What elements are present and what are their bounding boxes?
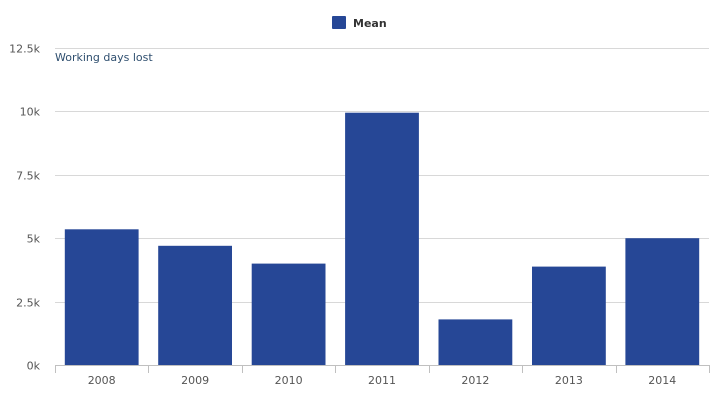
x-tick-label: 2008: [88, 374, 116, 387]
bars: [64, 112, 700, 365]
y-tick-label: 12.5k: [9, 43, 40, 56]
y-axis-tick-labels: 0k 2.5k 5k 7.5k 10k 12.5k: [9, 43, 40, 373]
x-tick-label: 2010: [275, 374, 303, 387]
y-tick-label: 10k: [20, 106, 41, 119]
bar-2010[interactable]: [251, 263, 326, 365]
bar-2014[interactable]: [625, 238, 700, 365]
x-tick-label: 2012: [461, 374, 489, 387]
bar-2008[interactable]: [64, 229, 139, 365]
x-tick-label: 2014: [648, 374, 676, 387]
legend[interactable]: Mean: [332, 16, 387, 30]
bar-2011[interactable]: [345, 112, 419, 365]
x-axis: [55, 365, 710, 373]
x-tick-label: 2009: [181, 374, 209, 387]
x-tick-label: 2013: [555, 374, 583, 387]
y-tick-label: 0k: [27, 360, 41, 373]
legend-label-mean[interactable]: Mean: [353, 17, 387, 30]
y-axis-label: Working days lost: [55, 51, 153, 64]
bar-2009[interactable]: [158, 245, 232, 365]
bar-2012[interactable]: [438, 319, 513, 365]
legend-swatch-mean[interactable]: [332, 16, 346, 29]
y-tick-label: 7.5k: [16, 170, 40, 183]
x-axis-tick-labels: 2008 2009 2010 2011 2012 2013 2014: [88, 374, 677, 387]
y-tick-label: 5k: [27, 233, 41, 246]
x-tick-label: 2011: [368, 374, 396, 387]
bar-2013[interactable]: [532, 266, 606, 365]
y-tick-label: 2.5k: [16, 297, 40, 310]
